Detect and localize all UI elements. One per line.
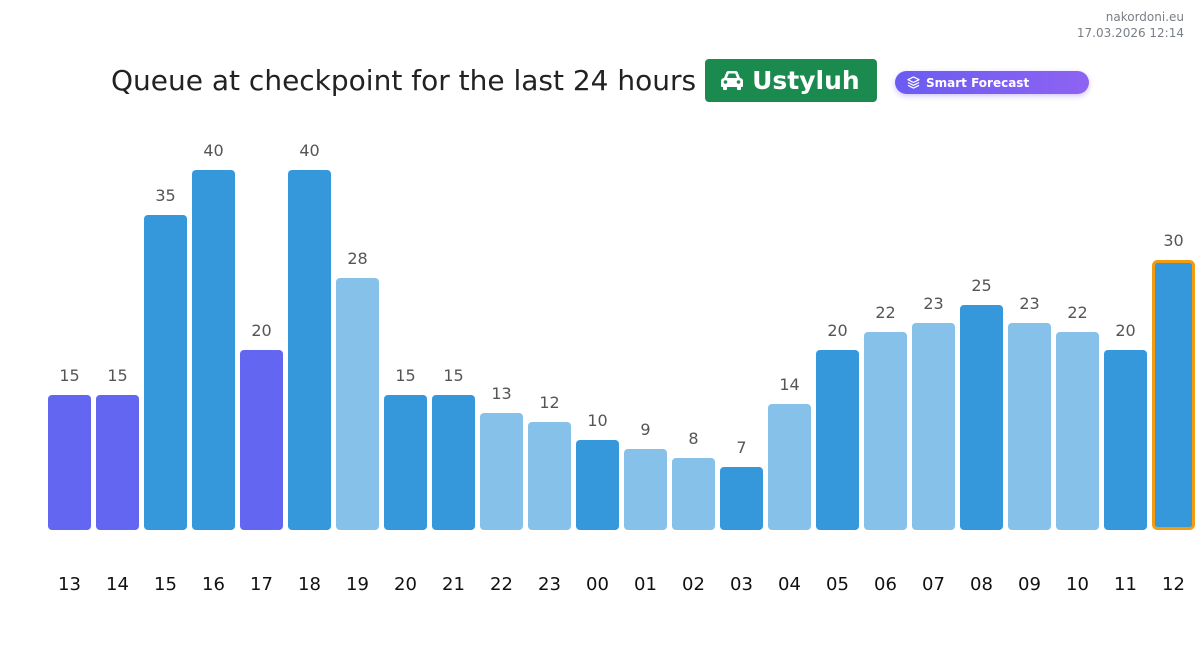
bar-19 — [336, 278, 379, 530]
timestamp: 17.03.2026 12:14 — [1076, 26, 1184, 40]
x-tick-label-10: 10 — [1066, 574, 1089, 595]
bar-20 — [384, 395, 427, 530]
x-tick-label-02: 02 — [682, 574, 705, 595]
bar-04 — [768, 404, 811, 530]
x-tick-label-11: 11 — [1114, 574, 1137, 595]
x-tick-label-00: 00 — [586, 574, 609, 595]
bar-17 — [240, 350, 283, 530]
bar-00 — [576, 440, 619, 530]
data-label-04: 14 — [779, 375, 799, 394]
bar-16 — [192, 170, 235, 530]
bar-11 — [1104, 350, 1147, 530]
data-label-15: 35 — [155, 186, 175, 205]
bar-22 — [480, 413, 523, 530]
x-tick-label-18: 18 — [298, 574, 321, 595]
x-tick-label-01: 01 — [634, 574, 657, 595]
data-label-10: 22 — [1067, 303, 1087, 322]
checkpoint-name: Ustyluh — [752, 65, 860, 95]
bar-08 — [960, 305, 1003, 530]
data-label-05: 20 — [827, 321, 847, 340]
x-tick-label-12: 12 — [1162, 574, 1185, 595]
x-tick-label-15: 15 — [154, 574, 177, 595]
data-label-17: 20 — [251, 321, 271, 340]
data-label-12: 30 — [1163, 231, 1183, 250]
data-label-22: 13 — [491, 384, 511, 403]
bar-15 — [144, 215, 187, 530]
data-label-01: 9 — [640, 420, 650, 439]
x-tick-label-08: 08 — [970, 574, 993, 595]
bar-06 — [864, 332, 907, 530]
bar-21 — [432, 395, 475, 530]
bar-05 — [816, 350, 859, 530]
x-tick-label-04: 04 — [778, 574, 801, 595]
bar-23 — [528, 422, 571, 530]
data-label-11: 20 — [1115, 321, 1135, 340]
bar-13 — [48, 395, 91, 530]
bar-09 — [1008, 323, 1051, 530]
data-label-13: 15 — [59, 366, 79, 385]
layers-icon — [907, 76, 920, 89]
x-tick-label-07: 07 — [922, 574, 945, 595]
smart-forecast-button[interactable]: Smart Forecast — [895, 71, 1089, 94]
x-tick-label-16: 16 — [202, 574, 225, 595]
data-label-00: 10 — [587, 411, 607, 430]
x-tick-label-03: 03 — [730, 574, 753, 595]
site-info: nakordoni.eu 17.03.2026 12:14 — [1077, 9, 1184, 41]
data-label-18: 40 — [299, 141, 319, 160]
data-label-08: 25 — [971, 276, 991, 295]
data-label-02: 8 — [688, 429, 698, 448]
data-label-16: 40 — [203, 141, 223, 160]
bar-01 — [624, 449, 667, 530]
bar-18 — [288, 170, 331, 530]
bar-14 — [96, 395, 139, 530]
x-tick-label-20: 20 — [394, 574, 417, 595]
data-label-19: 28 — [347, 249, 367, 268]
site-name: nakordoni.eu — [1105, 10, 1184, 24]
chart-title: Queue at checkpoint for the last 24 hour… — [111, 63, 697, 97]
x-tick-label-09: 09 — [1018, 574, 1041, 595]
data-label-07: 23 — [923, 294, 943, 313]
x-tick-label-23: 23 — [538, 574, 561, 595]
bar-12 — [1152, 260, 1195, 530]
bar-03 — [720, 467, 763, 530]
x-tick-label-06: 06 — [874, 574, 897, 595]
x-tick-label-19: 19 — [346, 574, 369, 595]
car-icon — [721, 71, 744, 90]
bar-07 — [912, 323, 955, 530]
chart-header: Queue at checkpoint for the last 24 hour… — [111, 58, 877, 102]
x-tick-label-22: 22 — [490, 574, 513, 595]
x-tick-label-14: 14 — [106, 574, 129, 595]
data-label-06: 22 — [875, 303, 895, 322]
checkpoint-badge: Ustyluh — [705, 58, 877, 102]
data-label-20: 15 — [395, 366, 415, 385]
x-tick-label-13: 13 — [58, 574, 81, 595]
data-label-09: 23 — [1019, 294, 1039, 313]
smart-forecast-label: Smart Forecast — [926, 75, 1030, 90]
data-label-23: 12 — [539, 393, 559, 412]
bar-10 — [1056, 332, 1099, 530]
data-label-21: 15 — [443, 366, 463, 385]
data-label-14: 15 — [107, 366, 127, 385]
data-label-03: 7 — [736, 438, 746, 457]
x-tick-label-05: 05 — [826, 574, 849, 595]
bar-02 — [672, 458, 715, 530]
x-tick-label-17: 17 — [250, 574, 273, 595]
x-tick-label-21: 21 — [442, 574, 465, 595]
